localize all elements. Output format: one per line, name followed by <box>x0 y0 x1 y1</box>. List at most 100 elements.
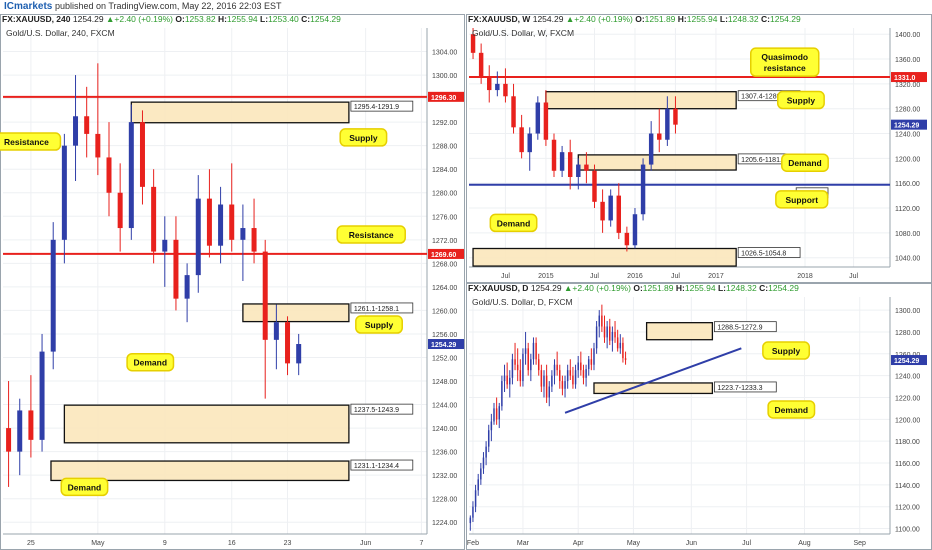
candle-body <box>285 322 291 364</box>
candle-body <box>495 408 498 420</box>
callout-label: Demand <box>134 358 168 368</box>
candle-body <box>95 133 101 158</box>
callout-label: Demand <box>68 482 102 492</box>
callout-box <box>126 352 175 372</box>
candle-body <box>28 410 34 440</box>
zone-rect <box>645 322 714 341</box>
callout-label: Support <box>785 195 818 205</box>
candle-body <box>106 157 112 193</box>
candle-body <box>622 342 624 359</box>
candle-body <box>478 52 484 78</box>
candle-body <box>535 342 537 360</box>
callout-box <box>0 132 62 151</box>
candle-body <box>553 364 556 376</box>
candle-body <box>73 116 79 146</box>
x-tick-label: Feb <box>467 540 479 547</box>
x-tick-label: Sep <box>854 540 867 547</box>
candle-body <box>527 348 529 371</box>
y-tick-label: 1240.00 <box>895 374 920 381</box>
chart-panel-daily: FX:XAUUSD, D 1254.29 ▲+2.40 (+0.19%) O:1… <box>466 283 932 550</box>
candle-body <box>184 275 190 299</box>
level-label: 1296.30 <box>431 95 456 102</box>
candle-body <box>537 359 540 371</box>
candle-body <box>229 204 235 240</box>
y-tick-label: 1300.00 <box>432 73 457 80</box>
candle-body <box>600 201 605 221</box>
candle-body <box>614 331 616 338</box>
y-tick-label: 1292.00 <box>432 120 457 127</box>
y-tick-label: 1228.00 <box>432 497 457 504</box>
x-tick-label: 2016 <box>627 273 643 280</box>
zone-tag <box>350 302 414 314</box>
candle-body <box>273 322 279 340</box>
callout-label: resistance <box>764 63 806 73</box>
chart-h4[interactable]: 1224.00 1228.00 1232.00 1236.00 1240.00 1244.… <box>0 14 465 550</box>
level-tag <box>428 91 464 102</box>
candle-body <box>509 377 511 385</box>
published-note: published on TradingView.com, May 22, 20… <box>55 1 282 11</box>
candle-body <box>139 122 145 187</box>
candle-body <box>524 348 527 354</box>
zone-label: 1307.4-1280.0 <box>741 94 786 101</box>
callout-label: Supply <box>787 96 816 106</box>
zone-label: 1231.1-1234.4 <box>354 463 399 470</box>
y-tick-label: 1100.00 <box>895 527 920 534</box>
x-tick-label: Jul <box>590 273 599 280</box>
candle-body <box>648 133 654 165</box>
candle-body <box>577 362 579 371</box>
y-tick-label: 1280.00 <box>895 107 920 114</box>
y-tick-label: 1320.00 <box>895 82 920 89</box>
candle-body <box>495 83 500 91</box>
x-tick-label: 2018 <box>797 273 813 280</box>
zone-rect <box>593 382 714 395</box>
candle-body <box>487 77 492 91</box>
y-tick-label: 1252.00 <box>432 355 457 362</box>
candle-body <box>117 192 123 229</box>
callout-label: Supply <box>349 133 378 143</box>
y-tick-label: 1200.00 <box>895 417 920 424</box>
candle-body <box>582 370 585 378</box>
callout-box <box>489 213 538 233</box>
callout-box <box>60 477 109 497</box>
y-tick-label: 1284.00 <box>432 167 457 174</box>
symbol-line: FX:XAUUSD, 240 1254.29 ▲+2.40 (+0.19%) O… <box>2 14 341 24</box>
callout-label: Demand <box>775 405 809 415</box>
symbol-line: FX:XAUUSD, D 1254.29 ▲+2.40 (+0.19%) O:1… <box>468 283 799 293</box>
callout-box <box>750 47 820 77</box>
candle-body <box>490 421 493 431</box>
candle-body <box>61 145 67 240</box>
y-tick-label: 1272.00 <box>432 238 457 245</box>
y-tick-label: 1236.00 <box>432 450 457 457</box>
last-price-label: 1254.29 <box>894 358 919 365</box>
candle-body <box>151 186 157 252</box>
candle-body <box>514 359 516 365</box>
candle-body <box>530 359 532 371</box>
x-tick-label: Mar <box>517 540 530 547</box>
candle-body <box>595 326 598 349</box>
candle-body <box>548 386 551 398</box>
x-tick-label: 7 <box>419 540 423 547</box>
last-price-tag <box>891 355 927 366</box>
x-tick-label: Jul <box>742 540 751 547</box>
candle-body <box>590 359 593 365</box>
candle-body <box>619 342 622 349</box>
candle-body <box>576 164 581 177</box>
candle-body <box>569 370 572 376</box>
chart-daily[interactable]: 1100.00 1120.00 1140.00 1160.00 1180.00 1200.… <box>466 283 932 550</box>
x-tick-label: Jun <box>360 540 371 547</box>
zone-rect <box>545 91 737 110</box>
last-price-label: 1254.29 <box>431 342 456 349</box>
y-tick-label: 1180.00 <box>895 439 920 446</box>
y-tick-label: 1264.00 <box>432 285 457 292</box>
zone-tag <box>350 403 414 415</box>
chart-weekly[interactable]: 1040.00 1080.00 1120.00 1160.00 1200.00 1240.… <box>466 14 932 283</box>
x-tick-label: 25 <box>27 540 35 547</box>
candle-body <box>511 359 514 378</box>
top-bar: ICmarkets published on TradingView.com, … <box>0 0 932 14</box>
level-tag <box>428 248 464 259</box>
candle-body <box>606 326 608 338</box>
candle-body <box>485 446 487 458</box>
candle-body <box>480 468 482 480</box>
candle-body <box>545 375 548 398</box>
callout-box <box>781 153 829 172</box>
